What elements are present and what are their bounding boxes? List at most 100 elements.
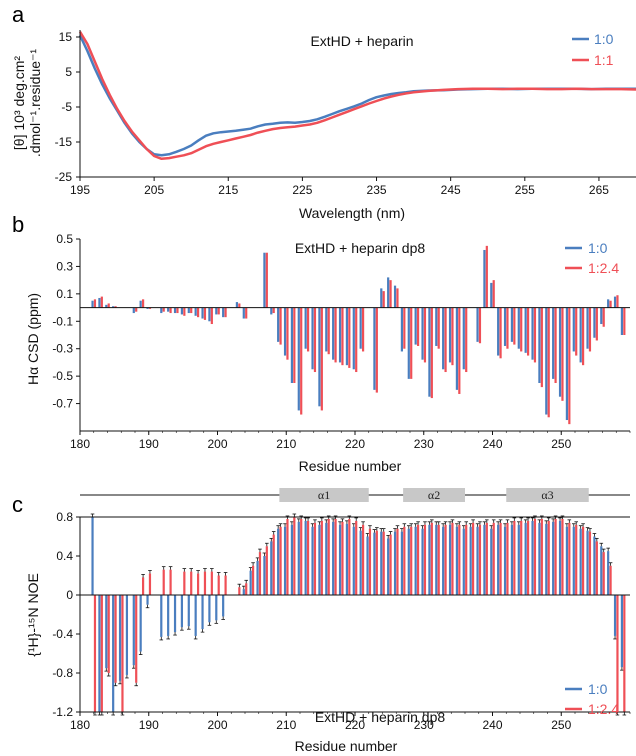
panel-b-bar-1_2_4-res201	[224, 307, 227, 318]
panel-c-bar-1_2_4-res226	[396, 528, 399, 595]
panel-b-bar-1_0-res255	[593, 307, 596, 338]
panel-c-bar-1_0-res211	[290, 524, 294, 595]
panel-b-bar-1_2_4-res215	[320, 307, 323, 411]
panel-b-bar-1_0-res194	[173, 307, 177, 314]
panel-c-bar-1_2_4-res247	[540, 518, 543, 595]
panel-c-bar-1_0-res222	[366, 536, 369, 595]
panel-b-bar-1_0-res207	[263, 252, 266, 308]
panel-b-bar-1_0-res256	[600, 307, 603, 325]
panel-c-bar-1_2_4-res242	[506, 522, 509, 595]
panel-b-bar-1_2_4-res255	[595, 307, 598, 341]
panel-c-xtick-label: 240	[482, 718, 502, 732]
panel-c-bar-1_0-res185	[112, 595, 115, 712]
panel-c-bar-1_0-res195	[180, 595, 184, 628]
panel-c-bar-1_0-res183	[98, 595, 101, 712]
panel-c-bar-1_0-res184	[105, 595, 108, 669]
panel-c-bar-1_0-res188	[132, 595, 135, 666]
legend-label-b-2: 1:2.4	[588, 260, 619, 276]
panel-c-bar-1_2_4-res244	[520, 520, 523, 595]
panel-c-xtick-label: 190	[139, 718, 159, 732]
panel-c-xlabel: Residue number	[295, 738, 398, 754]
panel-b-bar-1_2_4-res190	[148, 307, 152, 309]
panel-c-bar-1_0-res235	[455, 526, 459, 595]
panel-label-a: a	[12, 2, 25, 27]
panel-b-bar-1_2_4-res218	[341, 307, 344, 366]
panel-c-bar-1_0-res207	[263, 556, 266, 595]
panel-c-bar-1_0-res213	[304, 520, 307, 595]
panel-b-ytick-label: -0.7	[52, 397, 73, 411]
panel-c-bar-1_2_4-res259	[623, 595, 626, 712]
panel-b-bar-1_2_4-res207	[265, 252, 268, 308]
panel-b-bar-1_2_4-res188	[135, 307, 138, 312]
panel-c-bar-1_0-res187	[125, 595, 129, 675]
panel-b-bar-1_2_4-res228	[410, 307, 413, 379]
panel-c-bar-1_0-res216	[325, 522, 328, 595]
panel-b-bar-1_2_4-res247	[540, 307, 543, 388]
panel-c-bar-1_2_4-res211	[293, 517, 296, 595]
panel-c-bar-1_2_4-res234	[451, 522, 454, 595]
panel-b-bar-1_2_4-res258	[616, 295, 619, 308]
helix-1-label: α1	[318, 488, 330, 502]
panel-b-bar-1_2_4-res185	[114, 306, 117, 308]
panel-c-bar-1_0-res228	[407, 528, 410, 595]
helix-2-box	[403, 488, 465, 502]
panel-c-bar-1_0-res246	[531, 520, 534, 595]
panel-b-bar-1_2_4-res199	[210, 307, 213, 325]
panel-b-ytick-label: -0.1	[52, 314, 73, 328]
panel-b-bar-1_2_4-res224	[382, 291, 385, 308]
panel-c-bar-1_0-res215	[318, 524, 321, 595]
panel-c-bar-1_0-res199	[208, 595, 211, 623]
panel-b-bar-1_0-res246	[531, 307, 534, 360]
panel-a-ytick-label: 5	[65, 65, 72, 79]
panel-c-bar-1_0-res240	[490, 528, 493, 595]
panel-c-legend: 1:0 1:2.4	[565, 681, 619, 717]
panel-b-bar-1_2_4-res203	[238, 303, 241, 308]
panel-c-bar-1_2_4-res241	[499, 522, 502, 595]
panel-b-bar-1_2_4-res229	[416, 307, 420, 346]
panel-a-series-1-line	[78, 34, 636, 157]
panel-b-bar-1_2_4-res235	[458, 307, 461, 394]
panel-c-bar-1_2_4-res237	[471, 522, 475, 595]
panel-b-ytick-label: 0.5	[56, 232, 73, 246]
panel-c-bar-1_0-res209	[277, 528, 280, 595]
panel-c-bar-1_2_4-res200	[217, 575, 220, 595]
panel-b-ytick-label: 0.1	[56, 287, 73, 301]
panel-b-bar-1_0-res236	[462, 307, 465, 370]
panel-c-bar-1_2_4-res256	[602, 552, 605, 595]
panel-c-ylabel: {¹H}-¹⁵N NOE	[25, 573, 41, 657]
panel-b-bar-1_2_4-res189	[141, 299, 145, 308]
panel-b-bar-1_0-res228	[407, 307, 410, 379]
panel-c-bar-1_0-res256	[600, 546, 603, 595]
panel-b-xlabel: Residue number	[299, 458, 402, 474]
panel-c-bar-1_0-res231	[428, 524, 431, 595]
panel-c-bar-1_0-res249	[552, 521, 555, 596]
panel-c-bar-1_2_4-res190	[148, 573, 152, 595]
panel-b-title: ExtHD + heparin dp8	[295, 240, 426, 256]
panel-a-xtick-label: 225	[292, 183, 312, 197]
panel-c-bar-1_0-res254	[586, 530, 589, 595]
panel-c-xtick-label: 180	[70, 718, 90, 732]
panel-b-bar-1_0-res225	[387, 277, 390, 308]
panel-c-bar-1_2_4-res203	[238, 587, 241, 595]
panel-c-bar-1_2_4-res188	[135, 595, 138, 683]
panel-a-series-2-line	[78, 31, 636, 161]
panel-b-bar-1_2_4-res248	[547, 307, 550, 418]
panel-c-bar-1_2_4-res198	[203, 571, 207, 595]
panel-c-bar-1_0-res205	[249, 570, 252, 596]
panel-b-bar-1_2_4-res259	[623, 307, 626, 335]
helix-3-box	[506, 488, 589, 502]
panel-c-xtick-label: 220	[345, 718, 365, 732]
panel-b-bar-1_2_4-res242	[506, 307, 509, 349]
panel-c-bar-1_0-res200	[215, 595, 218, 621]
panel-b-bar-1_2_4-res193	[169, 307, 172, 314]
panel-a-xlabel: Wavelength (nm)	[299, 205, 405, 221]
panel-c-bar-1_2_4-res213	[306, 520, 310, 595]
panel-a-xtick-label: 235	[367, 183, 387, 197]
panel-b-bar-1_0-res247	[538, 307, 541, 383]
helix-3-label: α3	[541, 488, 553, 502]
panel-c-bar-1_2_4-res225	[389, 534, 392, 595]
panel-c-bar-1_0-res186	[118, 595, 122, 681]
panel-b-bar-1_0-res235	[455, 307, 459, 390]
panel-b-bar-1_0-res221	[359, 307, 362, 349]
panel-c-bar-1_0-res230	[421, 528, 424, 595]
